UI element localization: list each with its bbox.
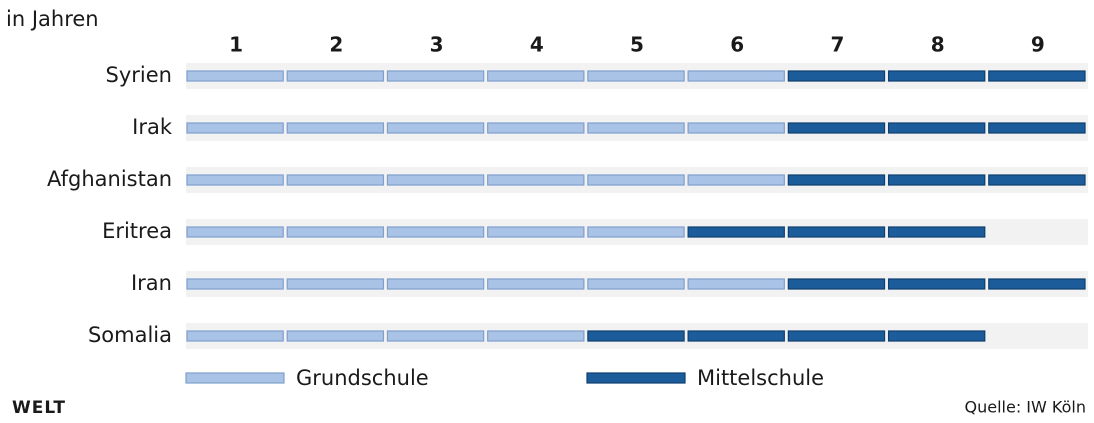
- year-block: [687, 174, 785, 186]
- year-block: [487, 174, 585, 186]
- year-block: [587, 122, 685, 134]
- year-block: [186, 226, 284, 238]
- x-tick-label: 1: [229, 33, 243, 57]
- category-label: Eritrea: [102, 219, 172, 243]
- year-block: [286, 174, 385, 186]
- category-label: Somalia: [88, 323, 172, 347]
- year-block: [587, 226, 685, 238]
- year-block: [687, 122, 785, 134]
- x-tick-label: 4: [530, 33, 544, 57]
- year-block: [487, 122, 585, 134]
- year-block: [286, 330, 385, 342]
- year-block: [487, 278, 585, 290]
- year-block: [186, 122, 284, 134]
- year-block: [988, 278, 1086, 290]
- year-block: [587, 70, 685, 82]
- year-block: [687, 278, 785, 290]
- x-tick-label: 8: [931, 33, 945, 57]
- year-block: [887, 174, 986, 186]
- x-tick-label: 3: [430, 33, 444, 57]
- x-tick-label: 5: [630, 33, 644, 57]
- year-block: [587, 330, 685, 342]
- year-block: [887, 226, 986, 238]
- year-block: [286, 122, 385, 134]
- bar-segment: [787, 122, 1086, 134]
- x-tick-label: 7: [830, 33, 844, 57]
- year-block: [787, 122, 886, 134]
- bar-segment: [186, 226, 685, 238]
- category-label: Afghanistan: [47, 167, 172, 191]
- year-block: [988, 122, 1086, 134]
- year-block: [186, 174, 284, 186]
- year-block: [386, 226, 485, 238]
- bar-segment: [787, 174, 1086, 186]
- bar-segment: [186, 70, 785, 82]
- year-block: [687, 70, 785, 82]
- year-block: [787, 226, 886, 238]
- year-block: [787, 70, 886, 82]
- year-block: [487, 70, 585, 82]
- legend-swatch: [586, 372, 686, 384]
- year-block: [887, 70, 986, 82]
- year-block: [787, 174, 886, 186]
- year-block: [386, 122, 485, 134]
- category-label: Syrien: [106, 63, 172, 87]
- legend-swatch: [185, 372, 285, 384]
- source: Quelle: IW Köln: [965, 398, 1086, 417]
- year-block: [887, 278, 986, 290]
- bar-segment: [186, 122, 785, 134]
- x-tick-label: 6: [730, 33, 744, 57]
- year-block: [386, 330, 485, 342]
- year-block: [887, 330, 986, 342]
- year-block: [286, 226, 385, 238]
- bar-segment: [787, 278, 1086, 290]
- bar-segment: [186, 330, 585, 342]
- year-block: [988, 70, 1086, 82]
- year-block: [386, 70, 485, 82]
- year-block: [386, 278, 485, 290]
- year-block: [186, 278, 284, 290]
- year-block: [787, 330, 886, 342]
- year-block: [286, 70, 385, 82]
- year-block: [487, 330, 585, 342]
- year-block: [988, 174, 1086, 186]
- x-tick-label: 9: [1031, 33, 1045, 57]
- year-block: [286, 278, 385, 290]
- axis-label: in Jahren: [6, 7, 99, 31]
- year-block: [487, 226, 585, 238]
- year-block: [887, 122, 986, 134]
- year-block: [186, 70, 284, 82]
- legend-label: Grundschule: [296, 366, 429, 390]
- bar-segment: [186, 278, 785, 290]
- year-block: [587, 174, 685, 186]
- legend-label: Mittelschule: [697, 366, 824, 390]
- year-block: [186, 330, 284, 342]
- category-label: Irak: [132, 115, 173, 139]
- year-block: [587, 278, 685, 290]
- year-block: [386, 174, 485, 186]
- bar-segment: [787, 70, 1086, 82]
- year-block: [687, 226, 785, 238]
- category-label: Iran: [131, 271, 172, 295]
- logo: WELT: [12, 398, 66, 418]
- bar-segment: [687, 226, 986, 238]
- bar-segment: [186, 174, 785, 186]
- year-block: [787, 278, 886, 290]
- x-tick-label: 2: [329, 33, 343, 57]
- bar-segment: [587, 330, 986, 342]
- year-block: [687, 330, 785, 342]
